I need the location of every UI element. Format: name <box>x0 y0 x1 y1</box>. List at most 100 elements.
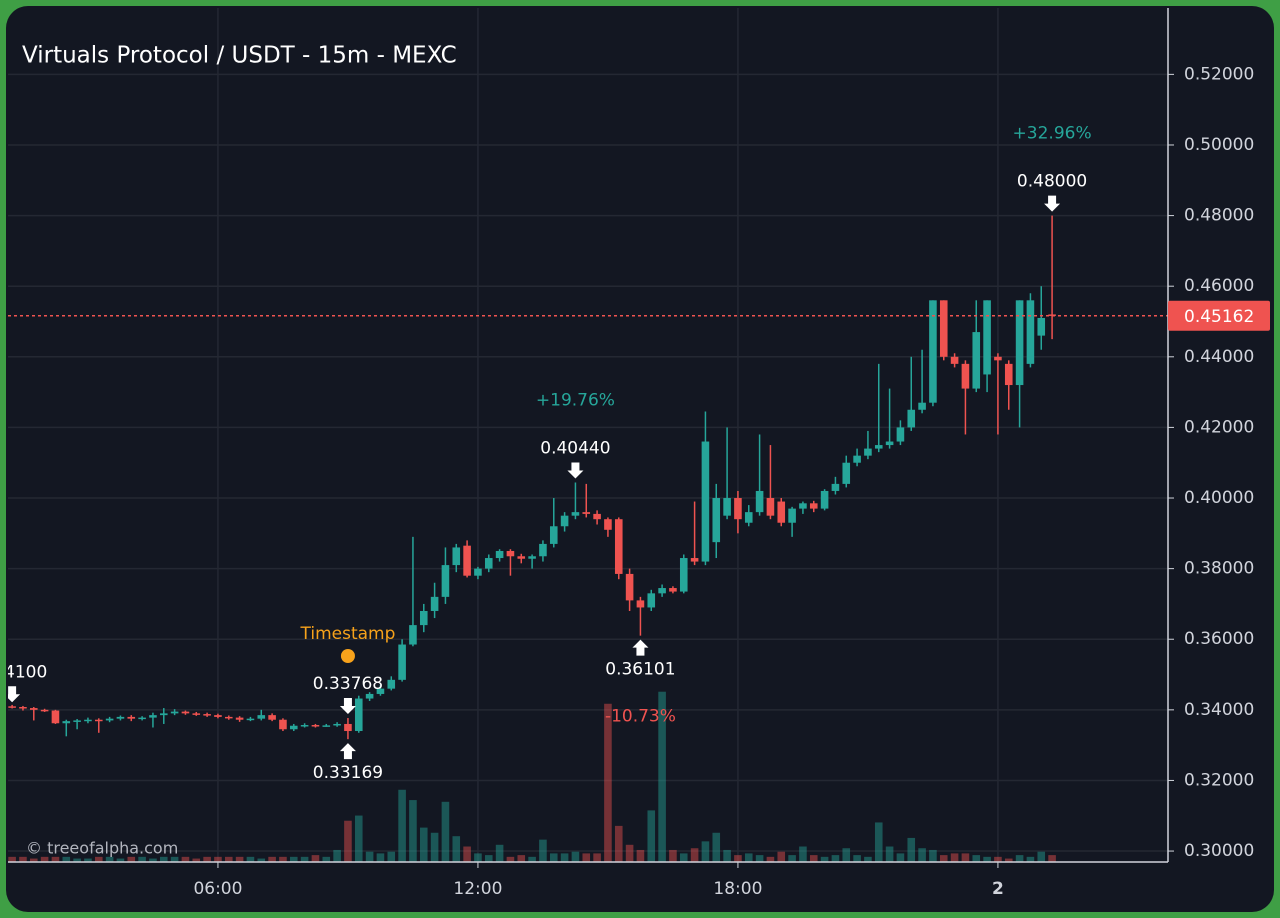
volume-bar <box>918 848 926 862</box>
candle-body <box>214 715 222 717</box>
volume-bar <box>300 856 309 862</box>
price-arrow <box>1044 195 1061 212</box>
candle-body <box>376 688 385 694</box>
volume-bar <box>84 858 92 862</box>
volume-bar <box>354 815 363 862</box>
volume-bar <box>766 856 775 862</box>
candle-body <box>354 698 363 732</box>
candles <box>8 215 1168 740</box>
candle-body <box>723 498 731 516</box>
x-tick-label: 12:00 <box>453 879 502 899</box>
candle-body <box>701 441 710 562</box>
price-label: 0.48000 <box>1017 172 1087 192</box>
candle-body <box>279 719 287 730</box>
volume-bar <box>430 832 439 862</box>
candle-body <box>127 716 136 719</box>
volume-bar <box>744 853 753 862</box>
candle-body <box>474 568 482 576</box>
candle-body <box>820 490 829 509</box>
volume-bar <box>8 856 16 862</box>
candle-body <box>452 547 461 566</box>
volume-bar <box>723 849 731 862</box>
candle-body <box>484 558 493 569</box>
volume-bar <box>105 856 114 862</box>
volume <box>8 691 1056 862</box>
candle-body <box>495 550 504 559</box>
volume-bar <box>788 855 796 862</box>
candle-body <box>94 719 103 722</box>
volume-bar <box>398 789 406 862</box>
y-tick-label: 0.34000 <box>1184 700 1254 720</box>
y-tick-label: 0.48000 <box>1184 206 1254 226</box>
y-tick-label: 0.52000 <box>1184 64 1254 84</box>
candle-body <box>679 558 688 592</box>
candle-body <box>365 693 374 699</box>
volume-bar <box>1004 858 1013 862</box>
volume-bar <box>1048 855 1056 862</box>
candle-body <box>40 709 49 712</box>
volume-bar <box>712 832 721 862</box>
volume-bar <box>896 853 905 862</box>
candle-body <box>116 716 125 719</box>
grid <box>8 8 1168 862</box>
watermark: © treeofalpha.com <box>26 839 178 858</box>
candle-body <box>582 512 591 514</box>
candle-body <box>333 723 341 726</box>
candle-body <box>224 716 233 719</box>
candle-body <box>961 363 970 389</box>
volume-bar <box>604 703 612 862</box>
price-label: 0.40440 <box>540 438 610 458</box>
y-tick-label: 0.32000 <box>1184 770 1254 790</box>
volume-bar <box>387 851 396 862</box>
volume-bar <box>474 853 482 862</box>
volume-bar <box>842 848 851 862</box>
volume-bar <box>701 841 710 862</box>
candle-body <box>1015 300 1024 386</box>
candle-body <box>387 679 396 689</box>
price-label: 0.33768 <box>313 674 383 694</box>
candle-body <box>235 717 244 720</box>
volume-bar <box>820 856 829 862</box>
volume-bar <box>734 855 742 862</box>
y-tick-label: 0.38000 <box>1184 559 1254 579</box>
y-tick-label: 0.30000 <box>1184 841 1254 861</box>
volume-bar <box>452 836 461 862</box>
volume-bar <box>257 858 266 862</box>
panel <box>6 6 1274 912</box>
volume-bar <box>853 855 861 862</box>
volume-bar <box>658 691 666 862</box>
candle-body <box>430 596 439 611</box>
volume-bar <box>365 851 374 862</box>
change-label: +19.76% <box>536 390 615 410</box>
volume-bar <box>214 856 222 862</box>
candle-body <box>939 300 948 357</box>
volume-bar <box>983 856 991 862</box>
candle-body <box>192 713 201 715</box>
candle-body <box>636 600 645 608</box>
candle-body <box>105 718 114 721</box>
candle-body <box>669 588 677 592</box>
axes: 0.30000 0.32000 0.34000 0.36000 0.38000 0.400… <box>193 64 1270 899</box>
candle-body <box>614 519 623 574</box>
volume-bar <box>311 855 320 862</box>
volume-bar <box>116 858 125 862</box>
candle-body <box>203 714 211 716</box>
candle-body <box>257 715 266 719</box>
volume-bar <box>441 801 450 862</box>
candle-body <box>972 332 981 389</box>
chart-title: Virtuals Protocol / USDT - 15m - MEXC <box>22 43 457 69</box>
y-tick-label: 0.46000 <box>1184 276 1254 296</box>
candle-body <box>831 483 840 491</box>
volume-bar <box>755 855 764 862</box>
timestamp-dot <box>340 649 355 663</box>
volume-bar <box>669 849 677 862</box>
candle-body <box>441 565 450 597</box>
y-tick-label: 0.40000 <box>1184 488 1254 508</box>
volume-bar <box>149 858 157 862</box>
volume-bar <box>279 856 287 862</box>
candle-body <box>734 498 742 520</box>
volume-bar <box>528 856 536 862</box>
volume-bar <box>224 856 233 862</box>
candle-body <box>809 503 818 509</box>
